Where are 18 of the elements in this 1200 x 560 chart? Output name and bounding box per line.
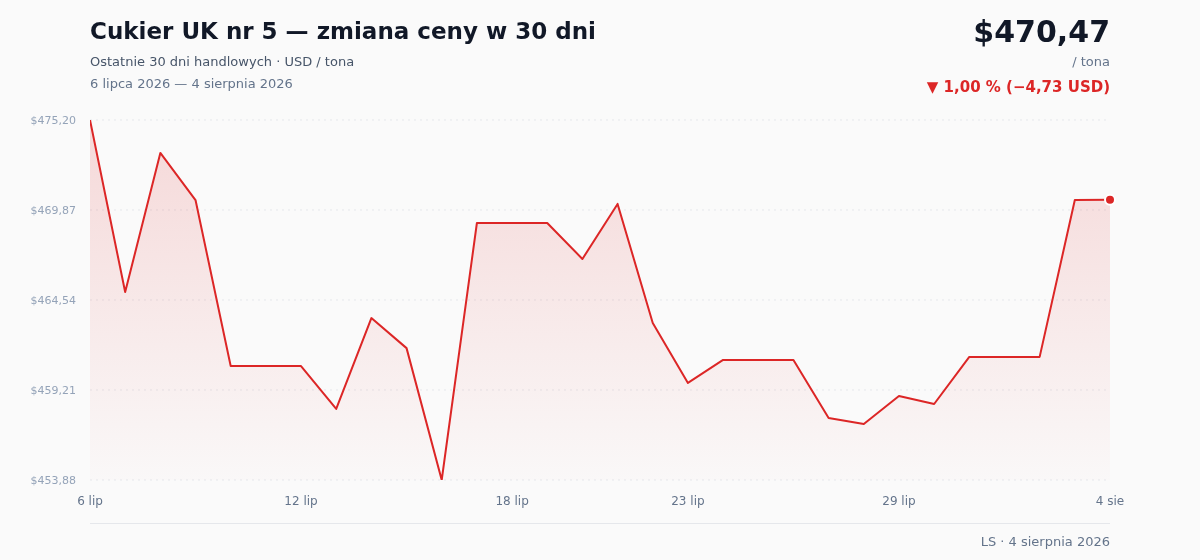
text: LS · 4 sierpnia 2026 (980, 534, 1110, 549)
chart-title: Cukier UK nr 5 — zmiana ceny w 30 dni (90, 18, 596, 44)
text: 6 lipca 2026 — 4 sierpnia 2026 (90, 76, 293, 91)
x-tick-label: 18 lip (495, 493, 529, 508)
chart-subtitle: Ostatnie 30 dni handlowych · USD / tona (90, 54, 355, 69)
y-tick-label: $469,87 (30, 203, 76, 217)
y-tick-label: $453,88 (30, 473, 76, 487)
text: ▼ 1,00 % (−4,73 USD) (926, 78, 1110, 96)
y-tick-label: $475,20 (30, 113, 76, 127)
x-tick-label: 29 lip (882, 493, 916, 508)
x-tick-label: 23 lip (671, 493, 705, 508)
x-tick-label: 6 lip (77, 493, 103, 508)
text: / tona (1072, 54, 1110, 69)
text: $470,47 (973, 14, 1110, 49)
x-tick-label: 12 lip (284, 493, 318, 508)
y-tick-label: $459,21 (30, 383, 76, 397)
y-tick-label: $464,54 (30, 293, 76, 307)
x-tick-label: 4 sie (1095, 493, 1125, 508)
